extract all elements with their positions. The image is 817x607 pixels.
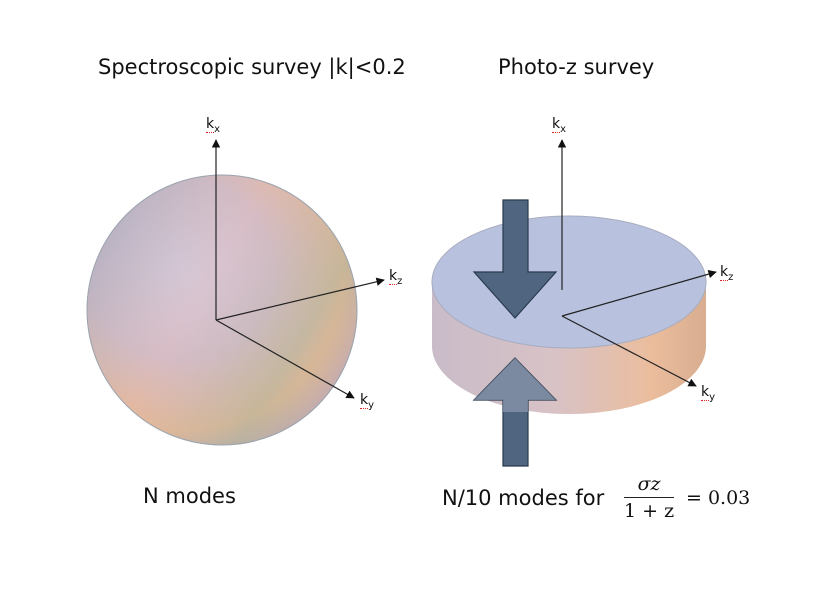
right-kz-label: kz [720,264,734,283]
right-kz-axis [561,270,717,317]
left-kx-sub: x [214,124,221,135]
right-kx-sub: x [560,124,567,135]
right-kx-label: kx [552,116,567,135]
right-kz-sub: z [728,272,734,283]
left-axes [211,139,385,399]
k-space-sphere [86,174,358,446]
left-ky-axis [215,319,355,399]
sigma-fraction: σz 1 + z [624,473,675,522]
right-ky-letter: k [701,384,710,401]
fraction-denominator: 1 + z [624,500,675,522]
fraction-bar [624,497,675,498]
right-kz-letter: k [720,264,729,281]
right-caption: N/10 modes for [442,486,605,510]
left-ky-sub: y [368,400,375,411]
fraction-numerator: σz [637,473,661,495]
right-ky-label: ky [701,384,716,403]
left-kx-letter: k [206,116,215,133]
right-ky-axis [561,315,697,387]
photo-z-disk [431,215,707,414]
compression-arrow-up [472,357,558,467]
compression-arrow-down [472,199,558,319]
left-ky-label: ky [360,392,375,411]
left-kz-sub: z [397,276,403,287]
left-kz-label: kz [389,268,403,287]
left-kx-label: kx [206,116,221,135]
left-caption: N modes [143,484,236,508]
right-panel-title: Photo-z survey [498,55,655,79]
left-kz-axis [215,277,385,321]
right-ky-sub: y [709,392,716,403]
left-panel-title: Spectroscopic survey |k|<0.2 [98,55,406,79]
formula-equals: = 0.03 [686,487,751,509]
right-axes [557,139,717,387]
right-kx-letter: k [552,116,561,133]
left-kz-letter: k [389,268,398,285]
left-ky-letter: k [360,392,369,409]
